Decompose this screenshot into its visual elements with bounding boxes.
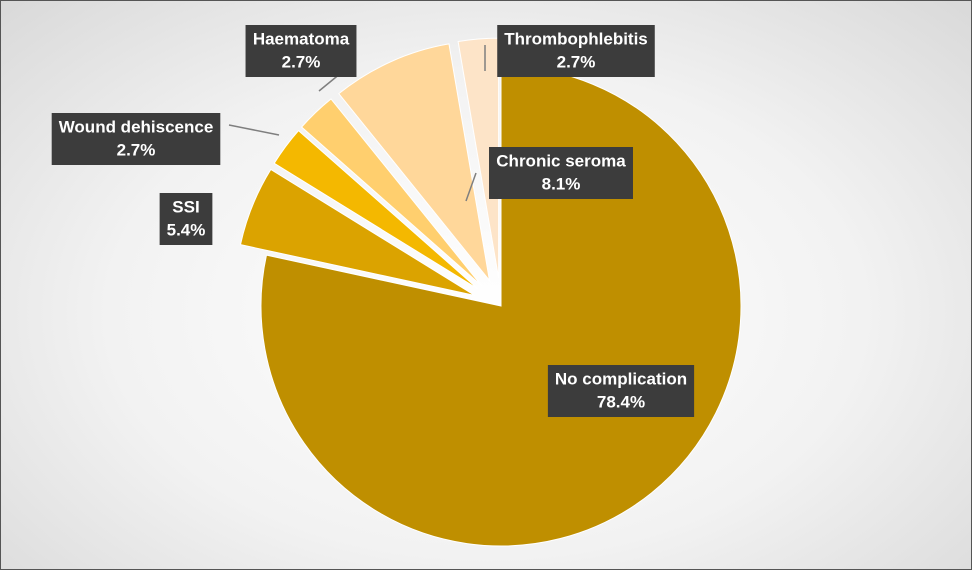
label-box	[547, 365, 695, 417]
value-label: 5.4%	[167, 220, 206, 239]
category-label: Haematoma	[253, 29, 350, 48]
label-box	[51, 113, 221, 165]
label-box	[159, 193, 213, 245]
category-label: Chronic seroma	[496, 151, 626, 170]
pie-slice	[338, 43, 491, 283]
leader-line	[465, 172, 477, 202]
category-label: Thrombophlebitis	[504, 29, 648, 48]
label-box	[497, 25, 655, 77]
category-label: No complication	[555, 369, 687, 388]
value-label: 78.4%	[597, 392, 645, 411]
category-label: SSI	[172, 197, 199, 216]
value-label: 2.7%	[282, 52, 321, 71]
pie-slice	[300, 98, 483, 287]
value-label: 8.1%	[542, 174, 581, 193]
label-box	[489, 147, 633, 199]
pie-slice	[273, 129, 479, 290]
category-label: Wound dehiscence	[59, 117, 214, 136]
label-box	[245, 25, 357, 77]
pie-slice	[239, 168, 476, 297]
value-label: 2.7%	[117, 140, 156, 159]
value-label: 2.7%	[557, 52, 596, 71]
leader-line	[228, 124, 280, 136]
